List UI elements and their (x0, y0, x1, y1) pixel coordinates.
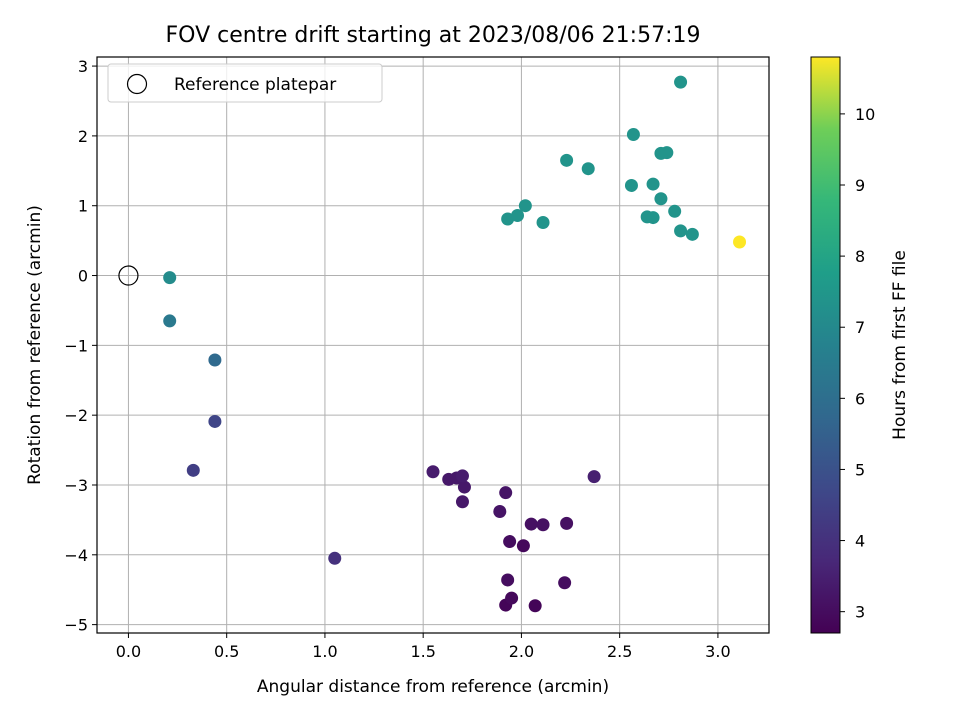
data-point (328, 551, 342, 565)
data-point (587, 470, 601, 484)
colorbar-tick-label: 3 (855, 603, 865, 622)
data-point (524, 517, 538, 531)
data-point (560, 153, 574, 167)
axis-ticks: 0.0 0.5 1.0 1.5 2.0 2.5 3.0 −5 −4 −3 −2 −1 0 1 2 3 (64, 57, 730, 661)
data-point (536, 215, 550, 229)
data-point (505, 591, 519, 605)
data-point (501, 573, 515, 587)
data-point (733, 235, 747, 249)
data-point (516, 539, 530, 553)
colorbar-tick-label: 8 (855, 247, 865, 266)
x-tick-label: 1.0 (312, 642, 337, 661)
data-point (493, 505, 507, 519)
data-point (503, 535, 517, 549)
y-axis-label: Rotation from reference (arcmin) (25, 205, 45, 485)
data-point (626, 127, 640, 141)
data-point (528, 599, 542, 613)
data-point (455, 469, 469, 483)
colorbar-tick-label: 4 (855, 532, 865, 551)
colorbar-ticks: 3 4 5 6 7 8 9 10 (840, 105, 875, 622)
data-point (426, 465, 440, 479)
colorbar-label: Hours from first FF file (890, 250, 910, 440)
y-tick-label: −4 (64, 546, 88, 565)
y-tick-label: 2 (78, 127, 88, 146)
data-point (654, 192, 668, 206)
colorbar-tick-label: 7 (855, 318, 865, 337)
legend: Reference platepar (107, 63, 383, 103)
x-tick-label: 0.0 (116, 642, 141, 661)
data-point (674, 224, 688, 238)
data-point (455, 495, 469, 509)
y-tick-label: 3 (78, 57, 88, 76)
data-point (499, 486, 513, 500)
data-point (518, 199, 532, 213)
colorbar-tick-label: 10 (855, 105, 875, 124)
data-point (674, 75, 688, 89)
data-point (660, 146, 674, 160)
data-point (163, 314, 177, 328)
reference-point (118, 265, 139, 286)
x-tick-label: 3.0 (705, 642, 730, 661)
y-tick-label: −5 (64, 616, 88, 635)
data-point (646, 211, 660, 225)
colorbar-gradient (810, 56, 841, 634)
colorbar: 3 4 5 6 7 8 9 10 Hours from first FF file (810, 56, 910, 634)
x-axis-label: Angular distance from reference (arcmin) (257, 677, 609, 697)
colorbar-tick-label: 9 (855, 176, 865, 195)
data-point (510, 208, 524, 222)
colorbar-tick-label: 5 (855, 460, 865, 479)
scatter-points (118, 75, 747, 613)
data-point (208, 353, 222, 367)
y-tick-label: −1 (64, 336, 88, 355)
y-tick-label: −2 (64, 406, 88, 425)
y-tick-label: 1 (78, 197, 88, 216)
data-point (163, 271, 177, 285)
legend-label-reference: Reference platepar (174, 75, 336, 95)
data-point (536, 518, 550, 532)
data-point (186, 463, 200, 477)
x-tick-label: 2.5 (607, 642, 632, 661)
colorbar-tick-label: 6 (855, 389, 865, 408)
data-point (560, 516, 574, 530)
data-point (457, 480, 471, 494)
x-tick-label: 2.0 (509, 642, 534, 661)
legend-marker-reference (126, 73, 148, 95)
grid (97, 57, 769, 633)
data-point (558, 576, 572, 590)
legend-box (107, 63, 383, 103)
data-point (685, 227, 699, 241)
data-point (624, 178, 638, 192)
chart-title: FOV centre drift starting at 2023/08/06 … (166, 23, 701, 48)
y-tick-label: 0 (78, 267, 88, 286)
x-tick-label: 0.5 (214, 642, 239, 661)
plot-frame (96, 56, 770, 634)
data-point (668, 204, 682, 218)
data-point (501, 212, 515, 226)
x-tick-label: 1.5 (410, 642, 435, 661)
data-point (208, 414, 222, 428)
y-tick-label: −3 (64, 476, 88, 495)
data-point (581, 162, 595, 176)
data-point (646, 177, 660, 191)
